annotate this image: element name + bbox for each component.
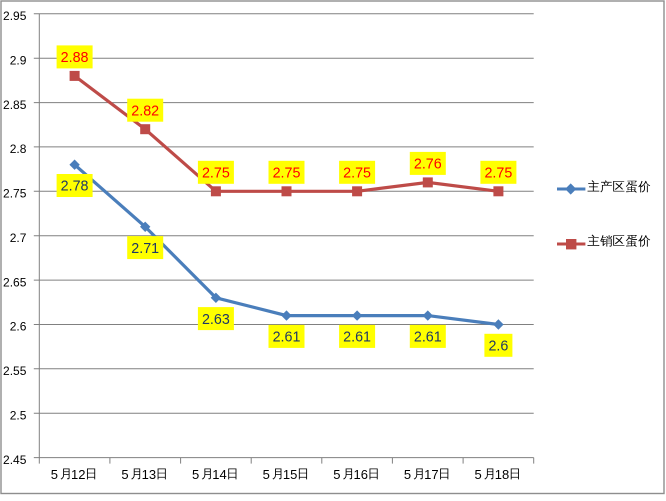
svg-text:5: 5 <box>333 467 340 482</box>
svg-text:2.9: 2.9 <box>10 53 27 67</box>
svg-text:12: 12 <box>71 467 85 482</box>
svg-text:2.5: 2.5 <box>10 408 27 422</box>
svg-text:2.7: 2.7 <box>10 231 27 245</box>
svg-text:2.71: 2.71 <box>131 241 159 257</box>
svg-text:2.6: 2.6 <box>10 320 27 334</box>
svg-text:2.75: 2.75 <box>484 166 512 182</box>
svg-text:2.75: 2.75 <box>202 166 230 182</box>
svg-text:2.88: 2.88 <box>61 50 89 66</box>
svg-text:2.75: 2.75 <box>273 166 301 182</box>
svg-text:2.75: 2.75 <box>343 166 371 182</box>
svg-text:2.61: 2.61 <box>414 330 442 346</box>
svg-text:2.61: 2.61 <box>273 330 301 346</box>
svg-text:5: 5 <box>475 467 482 482</box>
svg-text:2.82: 2.82 <box>131 103 159 119</box>
svg-text:5: 5 <box>263 467 270 482</box>
svg-text:2.65: 2.65 <box>3 275 27 289</box>
svg-text:14: 14 <box>212 467 226 482</box>
svg-text:2.55: 2.55 <box>3 364 27 378</box>
svg-text:13: 13 <box>142 467 156 482</box>
svg-text:2.61: 2.61 <box>343 330 371 346</box>
svg-text:5: 5 <box>192 467 199 482</box>
svg-text:2.95: 2.95 <box>3 9 27 23</box>
svg-text:2.45: 2.45 <box>3 453 27 467</box>
svg-text:5: 5 <box>51 467 58 482</box>
svg-text:2.6: 2.6 <box>488 339 508 355</box>
svg-text:2.78: 2.78 <box>61 179 89 195</box>
svg-text:2.76: 2.76 <box>414 157 442 173</box>
svg-text:17: 17 <box>424 467 438 482</box>
svg-text:15: 15 <box>283 467 297 482</box>
svg-text:2.75: 2.75 <box>3 187 27 201</box>
svg-text:5: 5 <box>404 467 411 482</box>
svg-text:18: 18 <box>495 467 509 482</box>
svg-text:2.8: 2.8 <box>10 142 27 156</box>
svg-text:16: 16 <box>354 467 368 482</box>
svg-text:2.63: 2.63 <box>202 312 230 328</box>
svg-text:5: 5 <box>121 467 128 482</box>
svg-text:2.85: 2.85 <box>3 98 27 112</box>
